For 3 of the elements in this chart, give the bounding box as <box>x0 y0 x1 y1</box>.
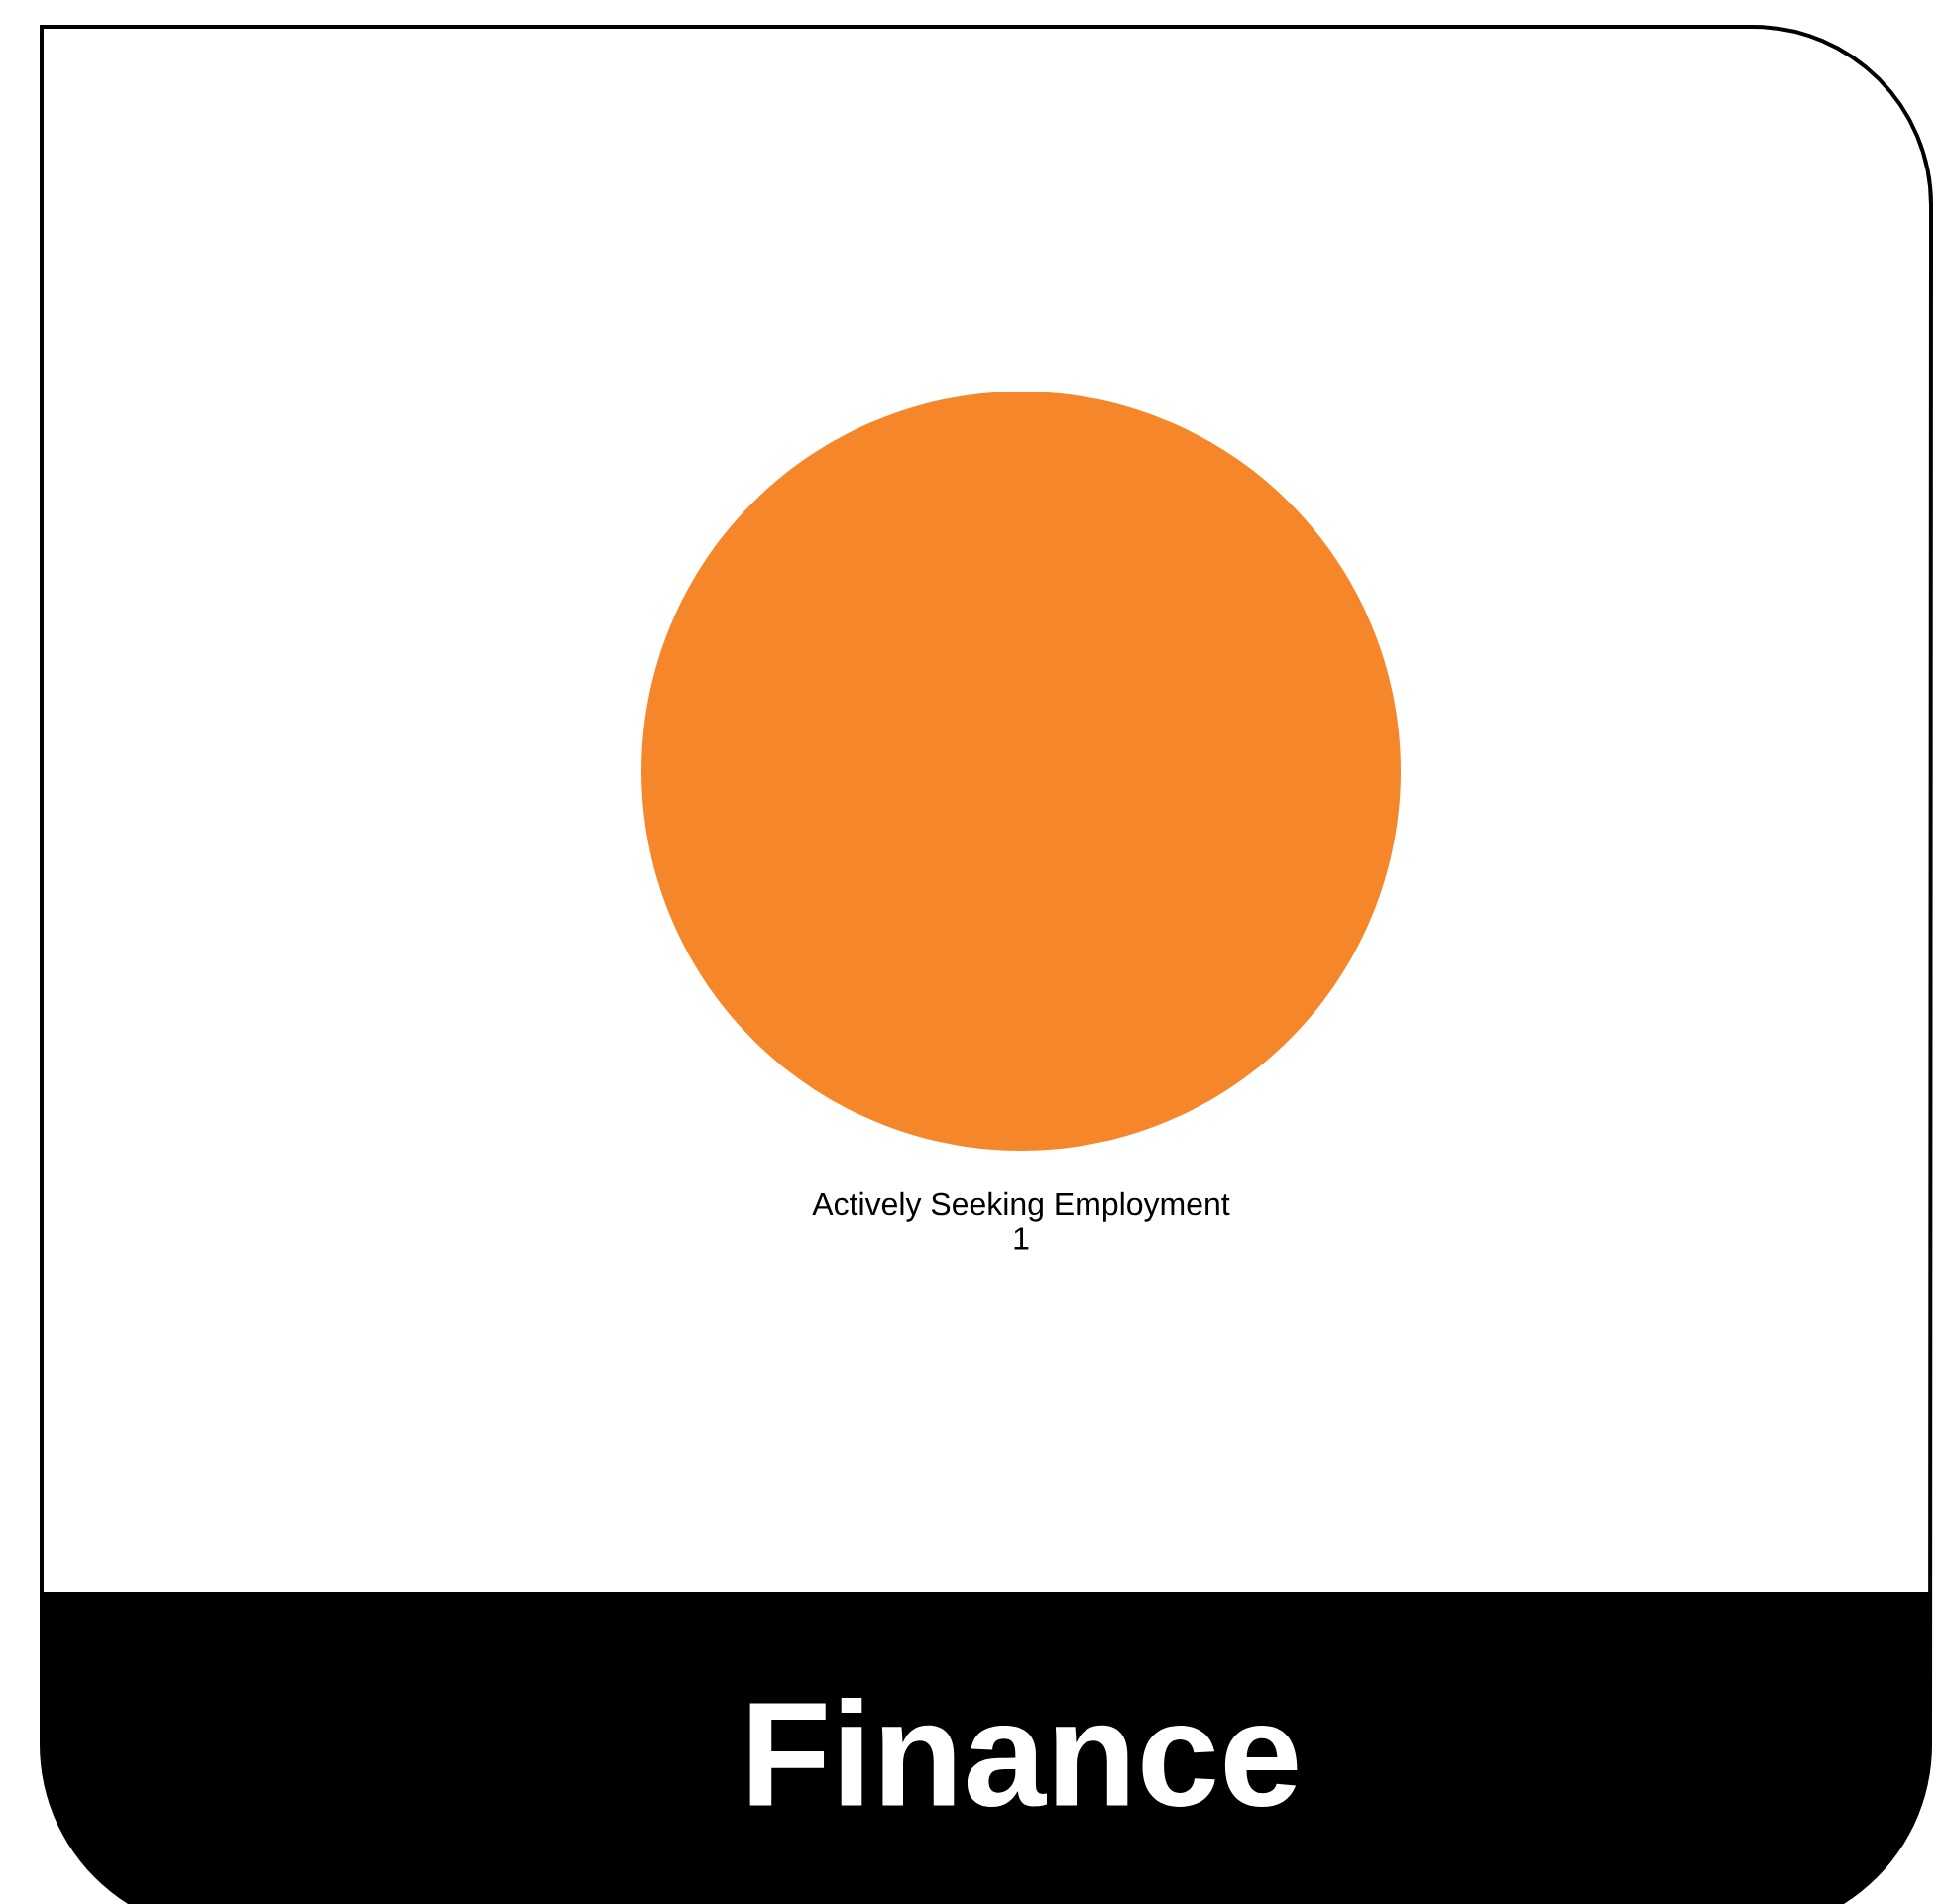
slice-label: Actively Seeking Employment <box>812 1191 1230 1222</box>
text: Finance <box>749 1697 1298 1808</box>
data-label: 1 <box>1014 1227 1029 1250</box>
